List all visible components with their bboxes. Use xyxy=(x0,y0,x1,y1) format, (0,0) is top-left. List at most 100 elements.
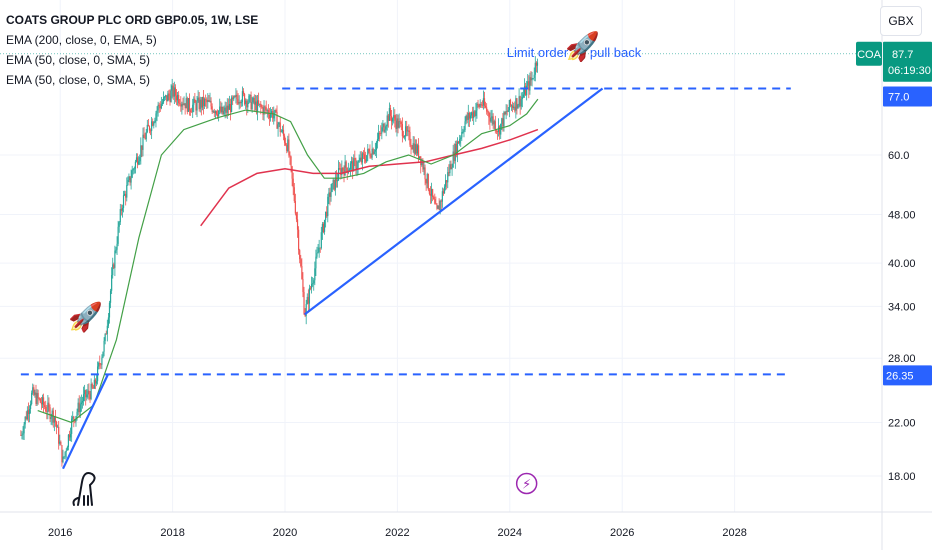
candle-body xyxy=(441,191,443,202)
candle-body xyxy=(266,110,268,111)
candle-body xyxy=(154,120,156,123)
support-price-badge[interactable] xyxy=(883,365,932,386)
candle-body xyxy=(373,151,375,155)
lightning-icon-circle[interactable] xyxy=(515,472,538,495)
candle-body xyxy=(270,111,273,114)
candle-body xyxy=(207,100,209,103)
candle-body xyxy=(486,107,488,112)
candle-body xyxy=(522,94,525,97)
candle-body xyxy=(263,106,265,115)
indicator-ema50b-label[interactable]: EMA (50, close, 0, SMA, 5) xyxy=(6,73,151,87)
candle-body xyxy=(199,99,201,110)
candle-body xyxy=(286,144,288,151)
candle-body xyxy=(174,87,177,96)
candle-body xyxy=(196,100,198,111)
candle-body xyxy=(489,117,491,122)
candle-body xyxy=(116,243,118,250)
rocket-icon: 🚀 xyxy=(68,300,103,333)
candle-body xyxy=(506,111,508,112)
candle-body xyxy=(536,62,539,66)
candle-body xyxy=(109,290,112,303)
candle-body xyxy=(524,86,527,96)
candle-body xyxy=(23,424,25,434)
candle-body xyxy=(388,108,391,121)
candle-body xyxy=(369,151,371,157)
candle-body xyxy=(67,434,70,448)
candle-body xyxy=(305,303,307,317)
currency-button[interactable]: GBX xyxy=(880,6,922,36)
candle-body xyxy=(366,155,368,162)
candle-body xyxy=(507,110,509,112)
candle-body xyxy=(406,126,408,132)
candle-body xyxy=(31,392,33,405)
candle-body xyxy=(494,121,496,131)
lightning-icon[interactable]: ⚡ xyxy=(522,477,531,492)
candle-body xyxy=(135,157,138,162)
candle-body xyxy=(140,145,142,158)
candle-body xyxy=(438,205,440,211)
candle-body xyxy=(435,203,437,205)
rising-trendline[interactable] xyxy=(304,87,604,316)
last-price-badge[interactable] xyxy=(883,41,932,82)
candle-body xyxy=(240,102,242,104)
candle-body xyxy=(82,394,85,402)
candle-body xyxy=(134,161,137,169)
candle-body xyxy=(280,131,282,133)
candle-body xyxy=(256,100,259,113)
candle-body xyxy=(211,106,213,112)
candle-body xyxy=(118,222,120,227)
candle-body xyxy=(367,148,369,156)
candle-body xyxy=(476,103,478,111)
candle-body xyxy=(220,106,222,113)
annotation-text[interactable]: Limit order on pull back xyxy=(507,45,642,60)
candle-body xyxy=(164,96,166,98)
candle-body xyxy=(20,434,22,436)
candle-body xyxy=(175,95,178,101)
indicator-ema50-label[interactable]: EMA (50, close, 0, SMA, 5) xyxy=(6,53,151,67)
candle-body xyxy=(227,105,229,110)
candle-body xyxy=(102,351,104,358)
symbol-title[interactable]: COATS GROUP PLC ORD GBP0.05, 1W, LSE xyxy=(6,13,259,27)
candle-body xyxy=(120,209,122,211)
candle-body xyxy=(512,105,514,108)
candle-body xyxy=(267,110,269,115)
candle-body xyxy=(218,110,220,117)
candle-body xyxy=(339,168,341,169)
candle-body xyxy=(139,157,141,162)
candle-body xyxy=(54,417,57,422)
dinosaur-logo-icon[interactable] xyxy=(72,472,96,506)
candle-body xyxy=(457,141,460,144)
chart-legend: COATS GROUP PLC ORD GBP0.05, 1W, LSE EMA… xyxy=(6,10,258,90)
candle-body xyxy=(69,433,72,438)
candle-body xyxy=(245,100,247,105)
candle-body xyxy=(77,402,79,412)
candle-body xyxy=(487,111,489,113)
candle-body xyxy=(99,362,101,365)
candle-body xyxy=(419,156,421,159)
candle-body xyxy=(477,103,479,105)
candle-body xyxy=(141,145,143,150)
candle-body xyxy=(189,110,192,112)
candle-body xyxy=(445,180,447,187)
indicator-ema200-label[interactable]: EMA (200, close, 0, EMA, 5) xyxy=(6,33,157,47)
resistance-price-badge[interactable] xyxy=(883,86,932,107)
candle-body xyxy=(248,95,250,103)
candle-body xyxy=(63,456,65,458)
candle-body xyxy=(368,148,370,152)
candle-body xyxy=(95,381,98,384)
candle-body xyxy=(71,418,73,434)
candle-body xyxy=(383,123,385,132)
candle-body xyxy=(402,136,405,138)
candle-body xyxy=(232,97,234,100)
candle-body xyxy=(428,189,430,194)
candle-body xyxy=(292,178,294,188)
candle-body xyxy=(277,124,279,129)
rising-trendline[interactable] xyxy=(62,373,109,470)
candle-body xyxy=(121,207,124,211)
support-price-label: 26.35 xyxy=(886,370,914,382)
candle-body xyxy=(205,99,207,101)
ticker-badge[interactable] xyxy=(856,41,882,66)
candle-body xyxy=(192,104,194,113)
candle-body xyxy=(206,99,208,103)
